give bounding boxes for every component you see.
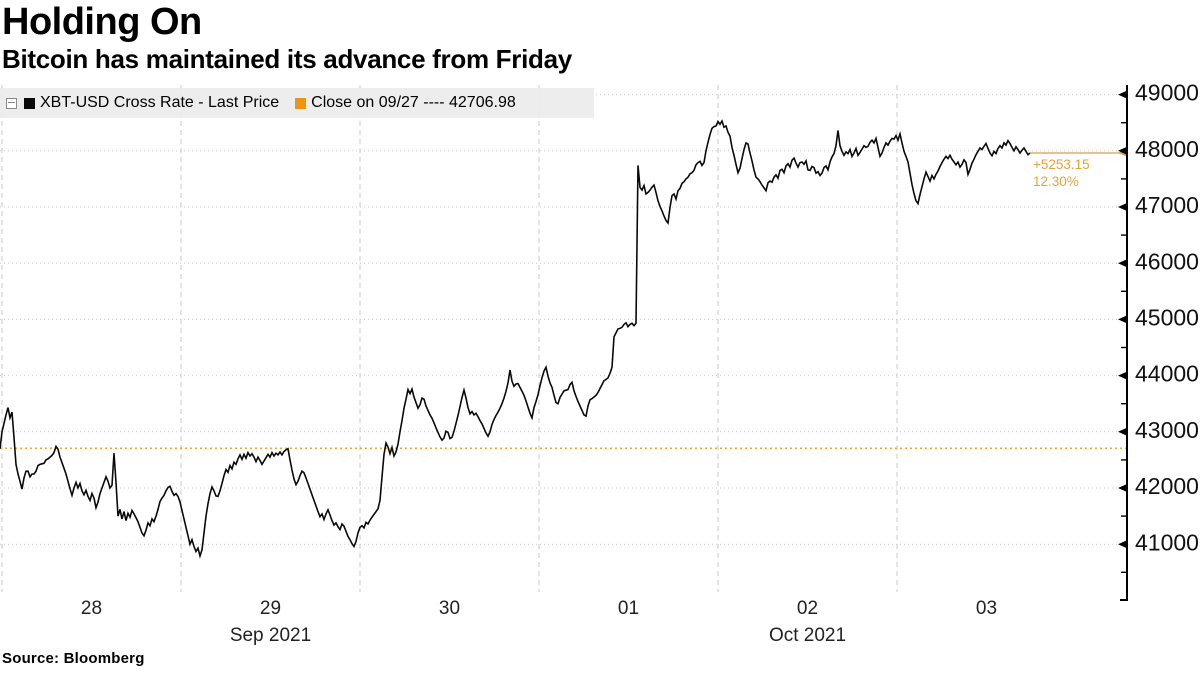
- chart-subtitle: Bitcoin has maintained its advance from …: [2, 44, 572, 74]
- annotation-change: +5253.15: [1033, 157, 1090, 172]
- legend-label-last-price: XBT-USD Cross Rate - Last Price: [40, 94, 280, 111]
- legend-item-last-price[interactable]: XBT-USD Cross Rate - Last Price: [24, 94, 279, 112]
- x-axis-month-label: Sep 2021: [230, 625, 311, 646]
- y-axis-label: 49000: [1135, 80, 1199, 106]
- y-axis-label: 46000: [1135, 248, 1199, 274]
- x-axis-day-label: 30: [439, 598, 460, 619]
- y-axis-label: 45000: [1135, 304, 1199, 330]
- x-axis-day-label: 03: [976, 598, 997, 619]
- y-tick-arrow-icon: [1118, 484, 1127, 492]
- y-tick-arrow-icon: [1118, 427, 1127, 436]
- x-axis-day-label: 29: [260, 598, 281, 619]
- x-axis-day-label: 28: [81, 598, 102, 619]
- price-line-series: [0, 119, 1031, 559]
- legend-expand-icon[interactable]: [6, 97, 17, 109]
- legend-label-close-line: Close on 09/27 ---- 42706.98: [311, 94, 516, 111]
- y-axis-label: 47000: [1135, 192, 1199, 218]
- legend-item-close-line[interactable]: Close on 09/27 ---- 42706.98: [295, 94, 516, 112]
- y-tick-arrow-icon: [1118, 90, 1127, 99]
- y-axis-label: 43000: [1135, 417, 1199, 443]
- x-axis-day-label: 02: [797, 598, 818, 619]
- y-axis-label: 41000: [1135, 529, 1199, 555]
- annotation-percent: 12.30%: [1033, 174, 1079, 189]
- y-tick-arrow-icon: [1118, 371, 1127, 380]
- last-price-annotation: +5253.15 12.30%: [1033, 156, 1090, 190]
- y-tick-arrow-icon: [1118, 259, 1127, 268]
- y-axis-label: 48000: [1135, 136, 1199, 162]
- source-label: Source: Bloomberg: [2, 650, 145, 667]
- chart-legend: XBT-USD Cross Rate - Last Price Close on…: [0, 88, 594, 118]
- y-tick-arrow-icon: [1118, 315, 1127, 324]
- x-axis-month-label: Oct 2021: [769, 625, 846, 646]
- y-tick-arrow-icon: [1118, 203, 1127, 211]
- y-axis-label: 42000: [1135, 473, 1199, 499]
- y-axis-label: 44000: [1135, 361, 1199, 387]
- reference-swatch-icon: [295, 97, 307, 109]
- x-axis-day-label: 01: [618, 598, 639, 619]
- y-tick-arrow-icon: [1118, 146, 1127, 155]
- chart-title: Holding On: [2, 1, 202, 43]
- series-swatch-icon: [24, 97, 35, 109]
- y-tick-arrow-icon: [1118, 540, 1127, 549]
